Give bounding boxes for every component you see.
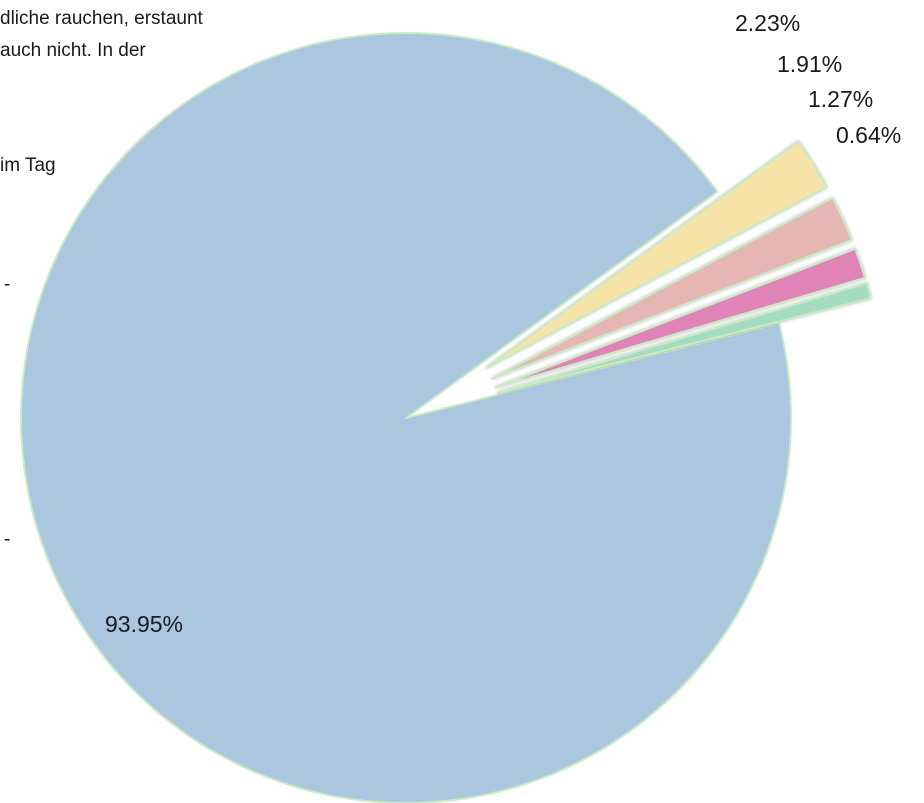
background-text-line-3: im Tag — [0, 155, 56, 176]
pie-slices — [20, 32, 872, 803]
background-text-line-2: auch nicht. In der — [0, 40, 146, 61]
slice-label-1: 93.95% — [105, 611, 183, 637]
pie-slice-2 — [485, 140, 828, 369]
background-text-dash-1: - — [4, 274, 11, 295]
slice-label-5: 0.64% — [836, 122, 901, 148]
background-text-line-1: dliche rauchen, erstaunt — [0, 8, 203, 29]
slice-label-3: 1.91% — [777, 51, 842, 77]
pie-slice-1 — [20, 32, 792, 803]
slice-label-4: 1.27% — [808, 86, 873, 112]
background-text-dash-2: - — [4, 529, 11, 550]
pie-slice-5 — [496, 282, 872, 394]
slice-label-2: 2.23% — [735, 10, 800, 36]
pie-slice-4 — [494, 247, 867, 389]
pie-labels: 93.95% 2.23% 1.91% 1.27% 0.64% — [105, 10, 901, 637]
pie-slice-3 — [491, 196, 853, 380]
